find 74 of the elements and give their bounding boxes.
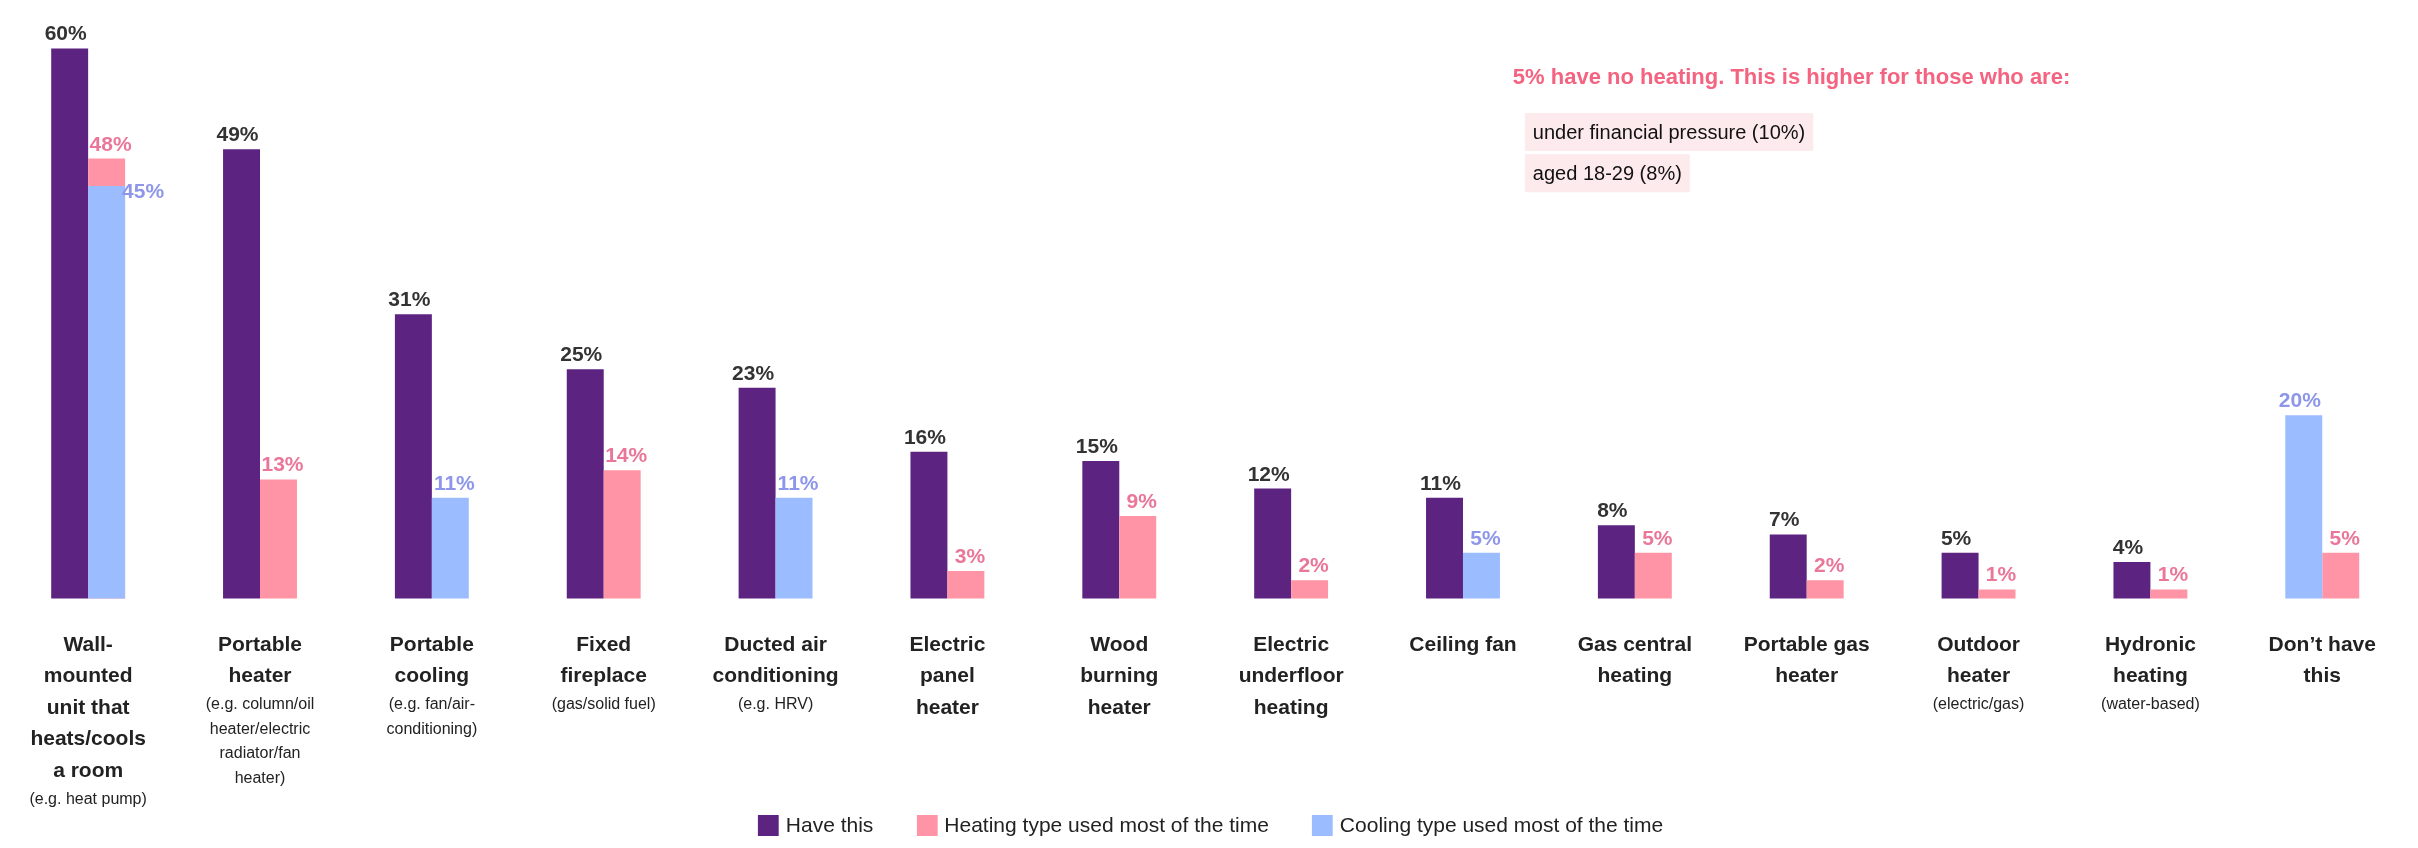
- bar: [603, 470, 641, 599]
- bar: [223, 149, 260, 599]
- bar: [1597, 525, 1635, 599]
- x-tick-label: Gas central heating: [1577, 631, 1693, 687]
- bar: [1634, 552, 1672, 599]
- data-label: 7%: [1769, 507, 1800, 531]
- data-label: 23%: [732, 360, 775, 384]
- data-label: 3%: [954, 544, 986, 568]
- bar: [947, 571, 985, 599]
- data-label: 5%: [1642, 525, 1673, 549]
- bar: [1082, 461, 1120, 599]
- bar: [2113, 561, 2151, 599]
- data-label: 9%: [1126, 489, 1158, 513]
- data-label: 5%: [2329, 525, 2361, 549]
- bar: [1806, 580, 1844, 599]
- x-tick-label: Don’t have this: [2268, 631, 2376, 687]
- data-label: 12%: [1247, 461, 1290, 485]
- x-tick-label: Ceiling fan: [1409, 631, 1517, 655]
- bar: [2322, 552, 2360, 599]
- data-label: 8%: [1597, 498, 1628, 522]
- bar: [566, 369, 604, 599]
- data-label: 13%: [261, 452, 304, 476]
- data-label: 2%: [1813, 553, 1845, 577]
- bar: [910, 451, 948, 599]
- data-label: 25%: [560, 342, 603, 366]
- data-label: 2%: [1298, 553, 1330, 577]
- data-label: 1%: [1985, 562, 2017, 586]
- bar: [1119, 516, 1157, 599]
- bar: [1291, 580, 1329, 599]
- legend-label: Have this: [785, 813, 874, 837]
- data-label: 5%: [1940, 525, 1972, 549]
- data-label: 5%: [1470, 525, 1501, 549]
- data-label: 14%: [605, 443, 648, 467]
- x-tick-label: Ducted air conditioning (e.g. HRV): [712, 631, 839, 712]
- data-label: 11%: [433, 470, 476, 494]
- legend-label: Heating type used most of the time: [944, 813, 1269, 837]
- data-label: 11%: [777, 470, 819, 494]
- bar: [1769, 534, 1807, 599]
- bar: [2150, 589, 2188, 599]
- bar: [260, 479, 297, 599]
- x-tick-label: Electric underfloor heating: [1238, 631, 1344, 718]
- bar: [51, 48, 89, 599]
- bar: [775, 497, 813, 599]
- data-label: 11%: [1420, 470, 1462, 494]
- data-label: 20%: [2278, 388, 2322, 412]
- annotation: aged 18-29 (8%): [1532, 162, 1682, 185]
- data-label: 1%: [2157, 562, 2189, 586]
- bar: [1941, 552, 1979, 599]
- x-tick-label: Portable cooling (e.g. fan/air- conditioning): [386, 631, 478, 737]
- data-label: 60%: [44, 21, 88, 45]
- x-tick-label: Electric panel heater: [909, 631, 986, 718]
- bar: [1426, 497, 1463, 599]
- data-label: 49%: [216, 122, 259, 146]
- x-tick-label: Portable heater (e.g. column/oil heater/electric radiator/fan heater): [205, 631, 315, 787]
- x-tick-label: Wood burning heater: [1080, 631, 1159, 718]
- data-label: 31%: [388, 287, 431, 311]
- legend-label: Cooling type used most of the time: [1339, 813, 1664, 837]
- data-label: 15%: [1075, 434, 1119, 458]
- bar: [738, 387, 776, 599]
- annotation: 5% have no heating. This is higher for those who are:: [1512, 64, 2071, 90]
- bar: [1978, 589, 2016, 599]
- x-tick-label: Portable gas heater: [1743, 631, 1870, 687]
- x-tick-label: Fixed fireplace (gas/solid fuel): [551, 631, 656, 712]
- bar: [1462, 552, 1500, 599]
- x-tick-label: Outdoor heater (electric/gas): [1932, 631, 2025, 712]
- x-tick-label: Wall- mounted unit that heats/cools a room (e.g. heat pump): [29, 631, 147, 807]
- data-label: 48%: [89, 131, 132, 155]
- bar: [394, 314, 432, 599]
- bar: [431, 497, 469, 599]
- x-tick-label: Hydronic heating (water-based): [2101, 631, 2200, 712]
- bar: [1254, 488, 1292, 599]
- annotation: under financial pressure (10%): [1532, 120, 1806, 143]
- data-label: 16%: [903, 424, 947, 448]
- data-label: 4%: [2112, 534, 2144, 558]
